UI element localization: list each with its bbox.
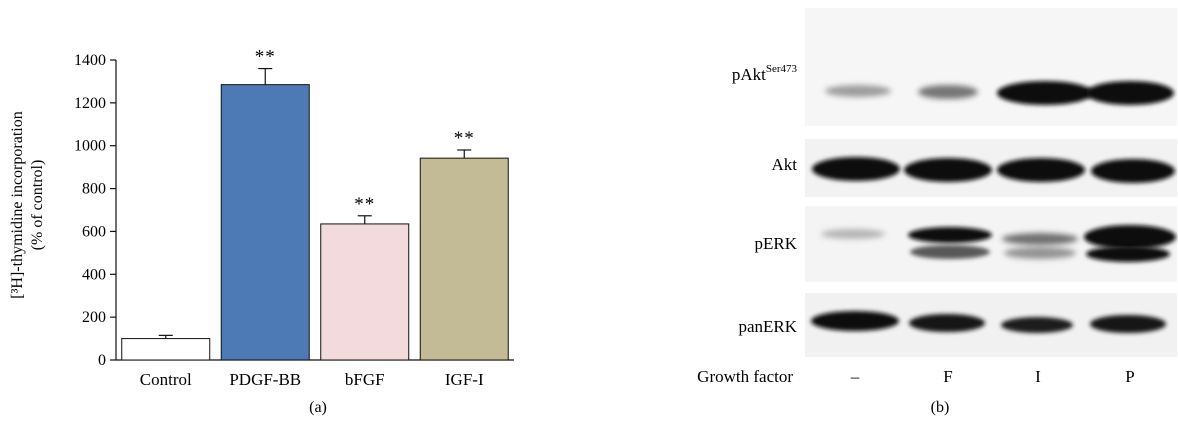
category-label-pdgf-bb: PDGF-BB [229,370,301,389]
category-label-bfgf: bFGF [345,370,385,389]
significance-pdgf-bb: ** [255,47,276,68]
significance-igf-i: ** [454,128,475,149]
y-tick-label-3: 600 [82,223,106,240]
band-perk-lane3-upper [1002,233,1078,245]
band-akt-lane4 [1091,159,1175,183]
band-panerk-lane1 [811,311,899,331]
y-axis-label-line2: (% of control) [29,160,46,251]
significance-bfgf: ** [354,194,375,215]
y-tick-label-5: 1000 [74,138,106,155]
bands-panerk [811,311,1166,333]
y-tick-label-7: 1400 [74,52,106,69]
band-pakt-lane3 [997,81,1093,105]
growth-factor-label: Growth factor [697,367,793,386]
band-akt-lane3 [997,158,1085,182]
band-perk-lane1 [821,229,885,239]
category-labels: Control PDGF-BB bFGF IGF-I [140,370,484,389]
panel-b-caption: (b) [931,399,950,416]
band-perk-lane2-upper [908,227,992,243]
row-label-panerk: panERK [738,317,797,336]
row-label-akt: Akt [772,155,798,174]
y-axis-label-line1: [³H]-thymidine incorporation [9,111,26,298]
band-pakt-lane1 [825,85,891,97]
panel-a-caption: (a) [309,399,327,416]
band-panerk-lane2 [909,314,985,332]
band-perk-lane4-upper [1084,225,1176,249]
lane-label-2: F [943,367,952,386]
band-akt-lane1 [812,157,900,181]
band-panerk-lane3 [1001,317,1073,333]
band-pakt-lane2 [918,85,978,99]
bar-pdgf-bb [220,84,310,361]
band-perk-lane4-lower [1086,246,1170,262]
category-label-igf-i: IGF-I [445,370,484,389]
y-tick-label-1: 200 [82,309,106,326]
y-ticks: 0 200 400 600 800 1000 1200 1400 [74,52,116,369]
bands-pakt [825,81,1174,105]
row-label-pakt: pAktSer473 [732,63,798,84]
bands-perk [821,225,1176,262]
band-perk-lane3-lower [1004,247,1076,259]
category-label-control: Control [140,370,192,389]
y-tick-label-2: 400 [82,266,106,283]
y-tick-label-0: 0 [98,352,106,369]
lane-label-1: – [850,367,860,386]
band-panerk-lane4 [1090,315,1166,333]
band-perk-lane2-lower [910,245,990,259]
lane-label-4: P [1125,367,1134,386]
band-akt-lane2 [904,158,992,182]
blot-strip-pakt [805,8,1177,126]
y-tick-label-4: 800 [82,181,106,198]
lane-label-3: I [1035,367,1041,386]
bars: ** ** ** [121,47,509,361]
band-pakt-lane4 [1086,81,1174,105]
row-label-perk: pERK [755,234,798,253]
y-tick-label-6: 1200 [74,95,106,112]
bands-akt [812,157,1175,183]
